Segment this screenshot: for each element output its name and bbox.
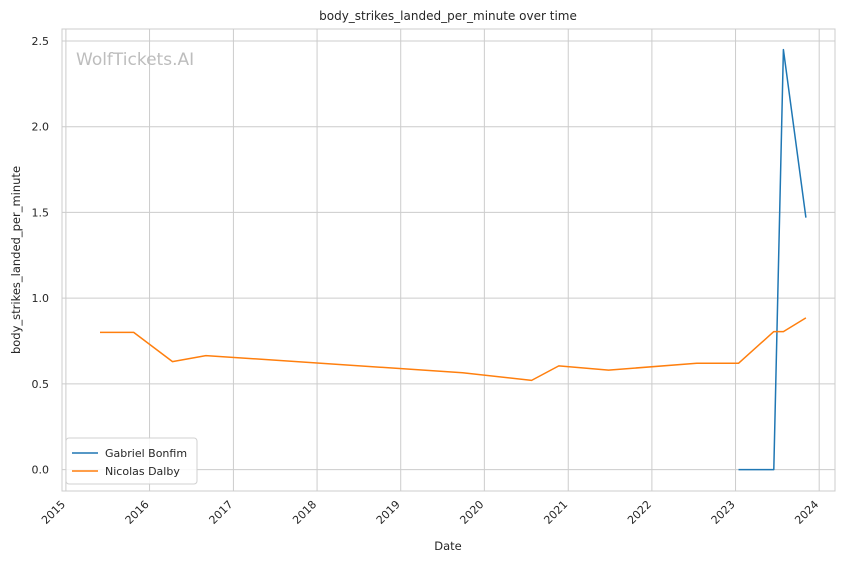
watermark: WolfTickets.AI (76, 50, 194, 70)
chart-title: body_strikes_landed_per_minute over time (319, 9, 577, 23)
y-tick-label: 1.5 (32, 206, 50, 219)
x-tick-label: 2015 (39, 498, 68, 527)
legend: Gabriel Bonfim Nicolas Dalby (65, 437, 198, 485)
x-tick-label: 2018 (290, 498, 319, 527)
y-tick-label: 0.5 (32, 378, 50, 391)
x-tick-label: 2016 (123, 498, 152, 527)
y-tick-label: 2.5 (32, 35, 50, 48)
series-line-gabriel-bonfim (738, 48, 807, 471)
y-axis-title: body_strikes_landed_per_minute (9, 166, 23, 354)
x-tick-label: 2024 (792, 498, 821, 527)
y-tick-label: 0.0 (32, 464, 50, 477)
tick-labels: 2015 2016 2017 2018 2019 2020 2021 2022 2023 2024… (32, 35, 822, 527)
y-tick-label: 2.0 (32, 121, 50, 134)
plot-frame (61, 28, 836, 492)
series-layer (100, 48, 807, 471)
x-tick-label: 2019 (374, 498, 403, 527)
y-tick-label: 1.0 (32, 292, 50, 305)
series-line-nicolas-dalby (100, 317, 807, 382)
x-tick-label: 2020 (457, 498, 486, 527)
plot-background (62, 29, 835, 491)
legend-label-gabriel-bonfim: Gabriel Bonfim (105, 447, 187, 460)
x-tick-label: 2017 (207, 498, 236, 527)
x-tick-label: 2022 (625, 498, 654, 527)
x-tick-label: 2021 (541, 498, 570, 527)
x-tick-label: 2023 (709, 498, 738, 527)
legend-box (65, 437, 198, 485)
legend-label-nicolas-dalby: Nicolas Dalby (105, 465, 180, 478)
x-axis-title: Date (434, 539, 462, 553)
